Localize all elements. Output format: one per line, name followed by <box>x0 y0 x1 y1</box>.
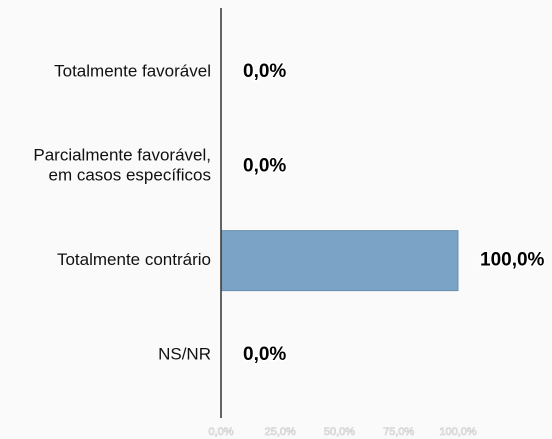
x-tick-label: 0,0% <box>208 426 233 438</box>
value-label: 100,0% <box>480 250 545 271</box>
x-tick-label: 50,0% <box>324 426 355 438</box>
x-tick-label: 25,0% <box>265 426 296 438</box>
bar <box>220 230 459 292</box>
value-label: 0,0% <box>243 61 286 82</box>
category-label: Parcialmente favorável, em casos específi… <box>33 146 211 185</box>
category-label: NS/NR <box>158 344 211 363</box>
category-label: Totalmente favorável <box>54 62 211 81</box>
value-label: 0,0% <box>243 155 286 176</box>
x-tick-label: 75,0% <box>383 426 414 438</box>
x-tick-label: 100,0% <box>439 426 477 438</box>
category-label: Totalmente contrário <box>57 250 211 269</box>
value-label: 0,0% <box>243 344 286 365</box>
